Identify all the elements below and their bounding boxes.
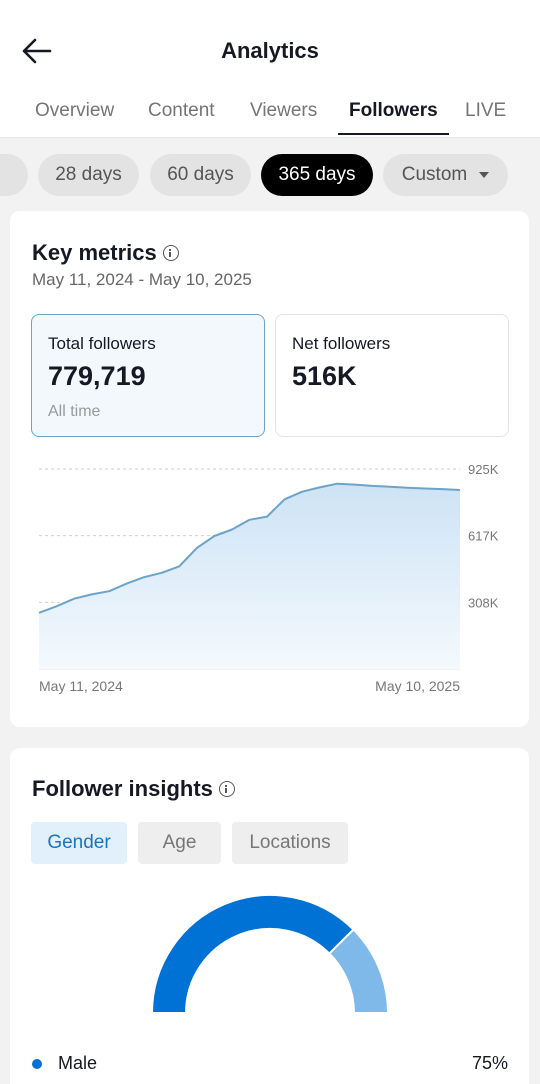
date-range: May 11, 2024 - May 10, 2025 [32, 270, 252, 289]
custom-label: Custom [401, 164, 468, 185]
date-filter-bar: 28 days 60 days 365 days Custom [0, 154, 540, 198]
date-filter-28-days[interactable]: 28 days [38, 154, 139, 196]
key-metrics-title: Key metrics [32, 240, 157, 265]
metric-label: Total followers [48, 334, 156, 353]
metric-value: 516K [292, 361, 357, 391]
back-button[interactable] [20, 36, 54, 66]
donut-segment-female [327, 928, 390, 1014]
caret-down-icon [479, 172, 490, 178]
metric-card-net-followers[interactable]: Net followers 516K [275, 314, 509, 437]
donut-segment-male [150, 894, 355, 1014]
tab-live[interactable]: LIVE [465, 100, 507, 121]
date-filter-60-days[interactable]: 60 days [150, 154, 251, 196]
legend-label: Male [58, 1053, 98, 1073]
legend-dot [32, 1059, 42, 1069]
insights-tab-age[interactable]: Age [138, 822, 221, 864]
tab-viewers[interactable]: Viewers [250, 100, 318, 121]
metric-sub: All time [48, 403, 101, 420]
insights-tab-bar: Gender Age Locations [31, 822, 511, 864]
info-circle-icon[interactable] [162, 245, 179, 261]
y-tick-label: 925K [468, 462, 499, 477]
tab-bar: Overview Content Viewers Followers LIVE [0, 96, 540, 138]
follower-insights-card: Follower insights Gender Age Locations M… [10, 748, 529, 1084]
x-tick-end: May 10, 2025 [375, 678, 460, 694]
tab-overview[interactable]: Overview [35, 100, 115, 121]
follower-insights-heading: Follower insights [32, 776, 235, 802]
tab-followers[interactable]: Followers [349, 100, 438, 121]
insights-tab-locations[interactable]: Locations [232, 822, 348, 864]
header: Analytics Overview Content Viewers Follo… [0, 0, 540, 138]
arrow-left-icon [22, 38, 52, 64]
followers-chart[interactable]: 925K 617K 308K [10, 451, 529, 711]
series-area [39, 483, 460, 669]
tab-content[interactable]: Content [148, 100, 215, 121]
key-metrics-card: Key metrics May 11, 2024 - May 10, 2025 … [10, 211, 529, 727]
metric-label: Net followers [292, 334, 391, 353]
y-tick-label: 617K [468, 529, 499, 544]
date-filter-365-days[interactable]: 365 days [261, 154, 373, 196]
insights-tab-gender[interactable]: Gender [31, 822, 127, 864]
legend-value: 75% [471, 1053, 508, 1073]
metric-value: 779,719 [48, 361, 146, 391]
y-tick-label: 308K [468, 595, 499, 610]
key-metrics-heading: Key metrics [32, 240, 179, 266]
date-filter-custom[interactable]: Custom [383, 154, 508, 196]
x-tick-start: May 11, 2024 [39, 678, 123, 694]
date-filter-chip-hidden[interactable] [0, 154, 28, 196]
legend-row-male: Male 75% [32, 1053, 508, 1075]
series-line [38, 482, 461, 614]
follower-insights-title: Follower insights [32, 776, 213, 801]
gender-donut-chart [150, 894, 390, 1014]
page-title: Analytics [221, 38, 319, 63]
active-tab-indicator [338, 133, 449, 135]
metric-card-total-followers[interactable]: Total followers 779,719 All time [31, 314, 265, 437]
info-circle-icon[interactable] [218, 781, 235, 797]
